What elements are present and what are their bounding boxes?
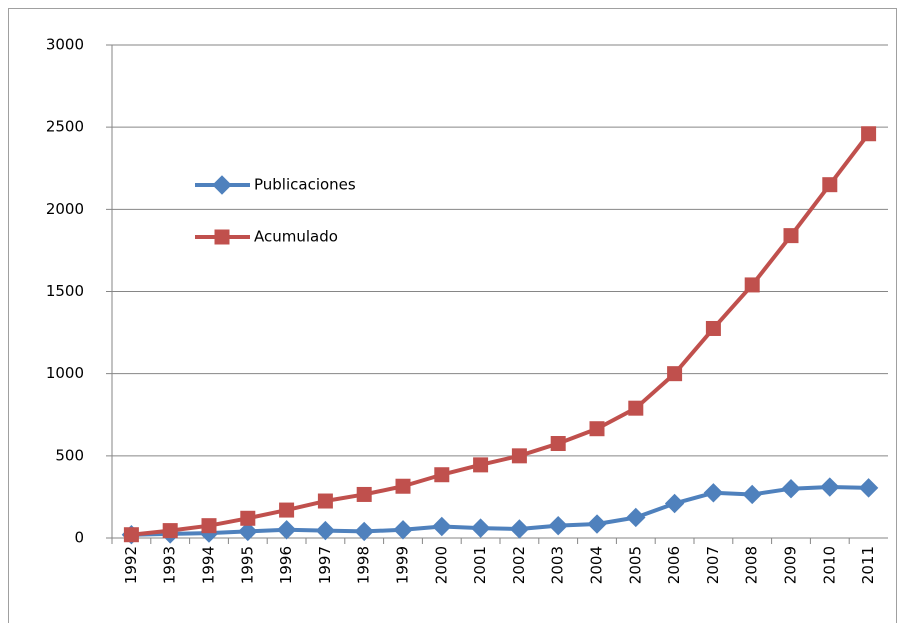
marker [509,519,530,539]
marker [664,493,685,514]
marker [744,277,760,293]
x-tick-label: 2010 [820,546,838,584]
marker [550,436,566,452]
marker [781,478,801,499]
x-tick-label: 2008 [743,546,761,584]
y-tick-label: 1000 [46,364,84,382]
marker [317,493,333,509]
marker [822,177,838,193]
y-tick-label: 2000 [46,200,84,218]
marker [667,366,683,382]
x-tick-label: 2007 [704,546,722,584]
series-line [131,132,871,537]
marker [238,521,258,542]
x-tick-label: 1993 [161,546,179,584]
marker [395,478,411,494]
marker [548,515,568,536]
marker [393,520,413,540]
marker [705,320,721,336]
marker [858,478,879,498]
marker [589,421,605,437]
x-tick-label: 2011 [859,546,877,584]
marker [214,229,230,245]
x-tick-label: 1995 [238,546,256,584]
y-tick-label: 0 [74,529,84,547]
marker [279,502,295,518]
marker [212,175,232,195]
y-tick-label: 2500 [46,118,84,136]
marker [703,483,724,503]
marker [356,486,372,502]
x-tick-label: 2009 [782,546,800,584]
x-tick-label: 2002 [510,546,528,584]
chart-frame [8,8,897,623]
marker [201,518,217,534]
marker [587,514,607,534]
x-tick-label: 1996 [277,546,295,584]
x-tick-label: 1994 [200,546,218,584]
y-tick-label: 500 [55,446,84,464]
x-tick-label: 2001 [471,546,489,584]
marker [473,457,489,473]
x-tick-label: 1992 [122,546,140,584]
marker [434,467,450,483]
x-tick-label: 1999 [394,546,412,584]
x-tick-label: 1997 [316,546,334,584]
marker [123,527,139,543]
x-tick-label: 2000 [432,546,450,584]
marker [276,520,297,540]
y-tick-label: 3000 [46,36,84,54]
marker [626,507,646,528]
x-tick-label: 2005 [626,546,644,584]
marker [354,521,374,542]
y-tick-label: 1500 [46,282,84,300]
x-tick-label: 2006 [665,546,683,584]
x-tick-label: 1998 [355,546,373,584]
legend-label: Acumulado [254,228,338,246]
marker [783,228,799,244]
marker [432,516,452,537]
marker [240,510,256,526]
x-tick-label: 2004 [588,546,606,584]
marker [315,520,336,541]
marker [511,448,527,464]
legend-label: Publicaciones [254,176,356,194]
x-tick-label: 2003 [549,546,567,584]
marker [742,484,762,505]
marker [628,400,644,416]
marker [820,477,840,497]
marker [162,523,178,539]
marker [470,518,491,538]
marker [861,126,877,142]
